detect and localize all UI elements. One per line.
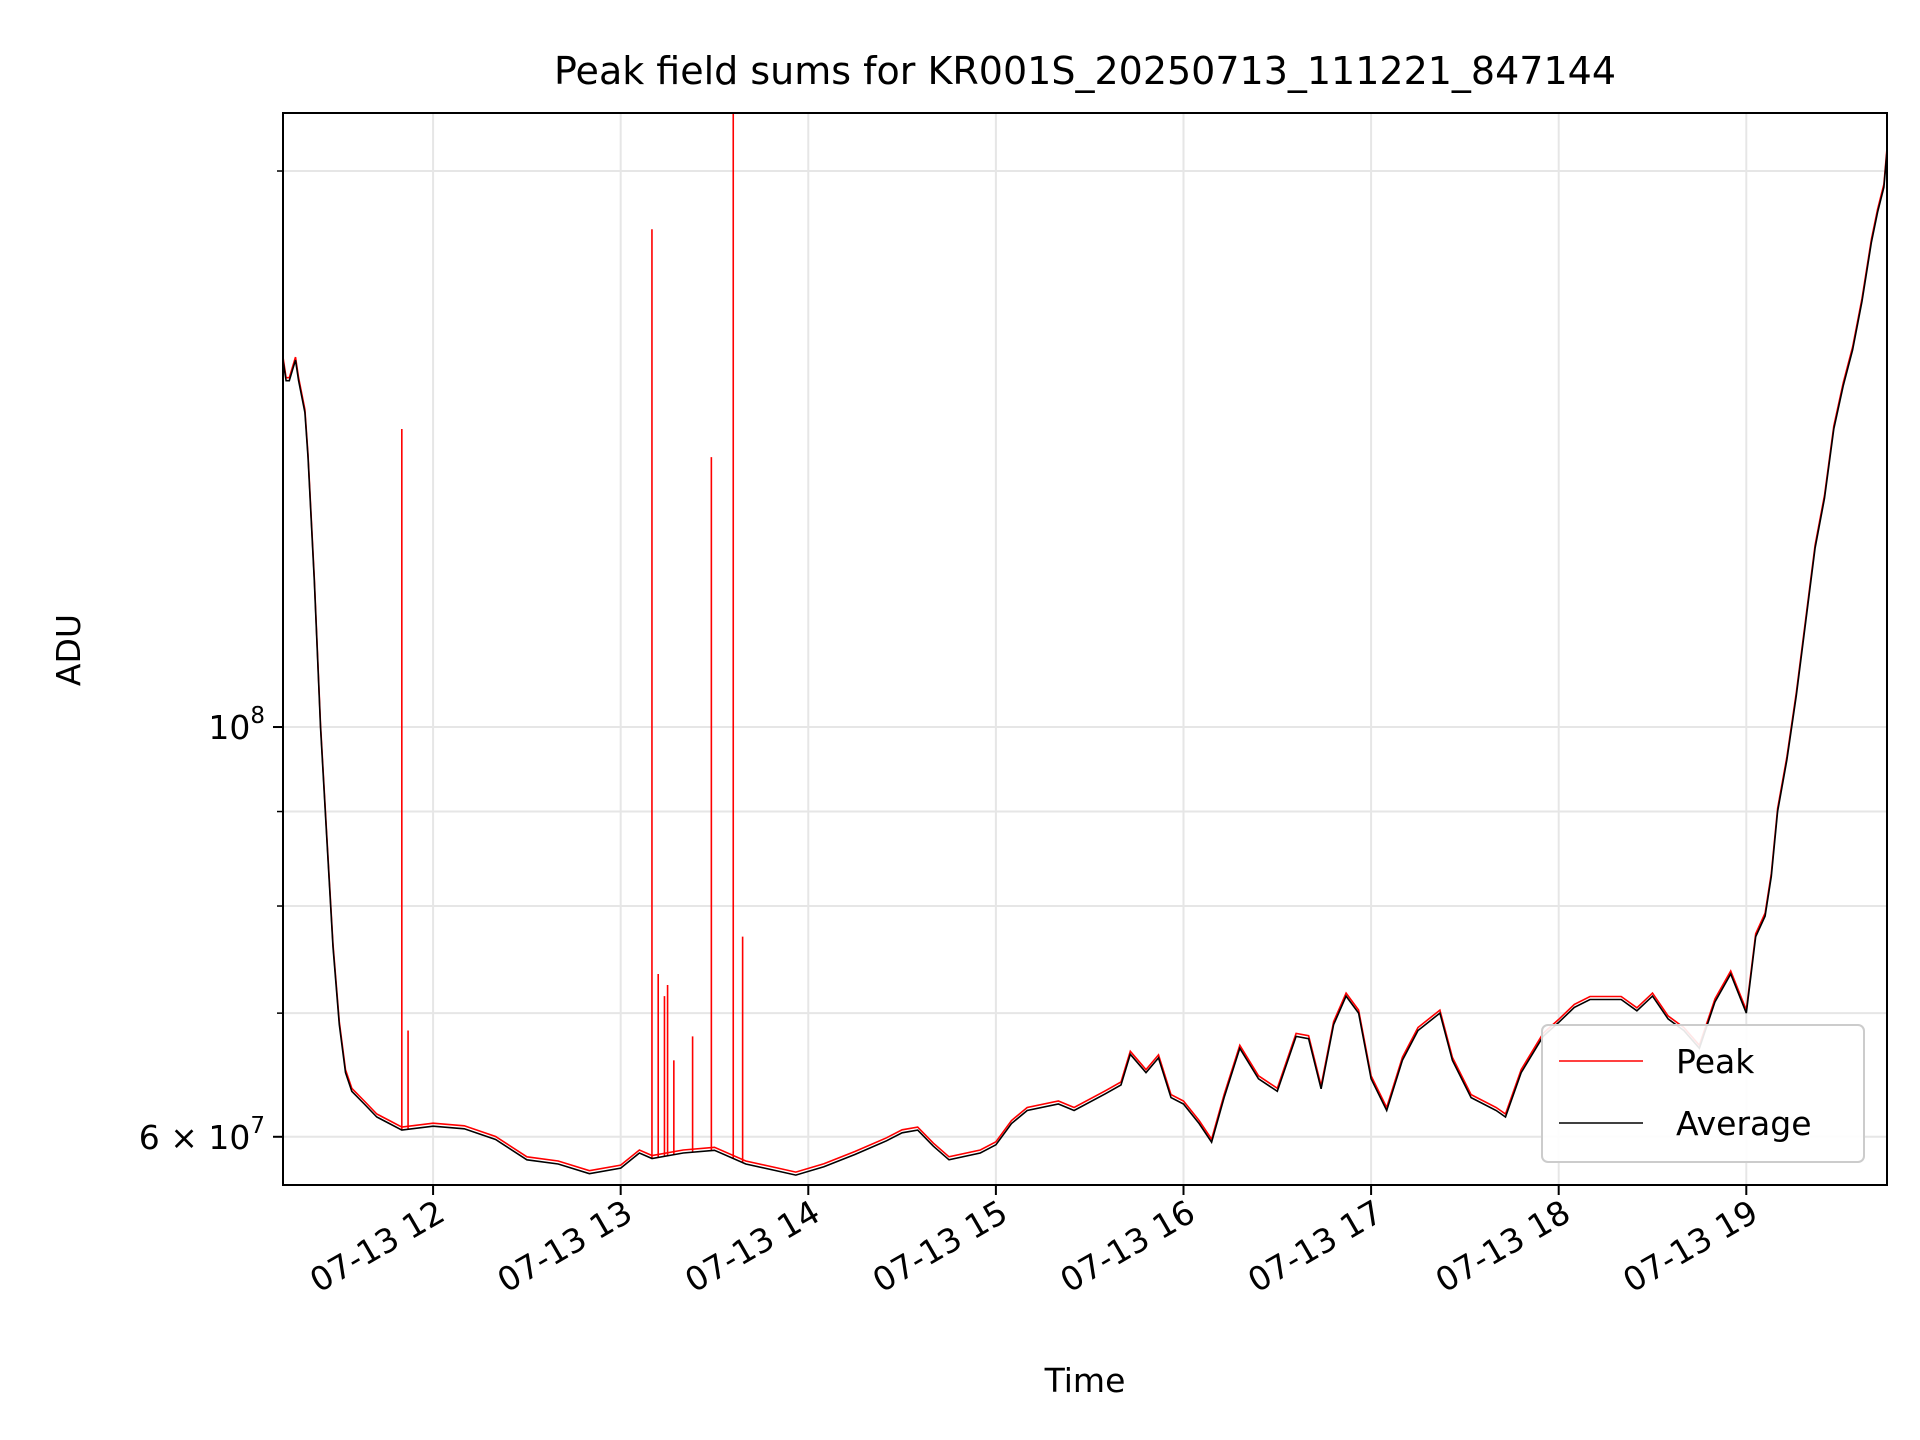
y-tick-label: 6 × 107: [139, 1113, 265, 1157]
y-axis-label: ADU: [49, 614, 88, 686]
x-axis-label: Time: [1044, 1361, 1126, 1400]
plot-area-frame: [282, 112, 1888, 1186]
series-line-average: [282, 151, 1888, 1176]
grid: [283, 113, 1887, 1185]
y-axis: 6 × 107 108: [139, 170, 283, 1157]
legend-label-peak: Peak: [1676, 1042, 1755, 1081]
legend-label-average: Average: [1676, 1104, 1812, 1143]
legend-box: [1541, 1024, 1865, 1163]
chart-title: Peak field sums for KR001S_20250713_1112…: [554, 49, 1616, 93]
legend: Peak Average: [1541, 1024, 1865, 1163]
y-tick-label: 108: [208, 703, 265, 747]
series-line-peak: [282, 148, 1888, 1173]
plot-series: [282, 113, 1888, 1176]
